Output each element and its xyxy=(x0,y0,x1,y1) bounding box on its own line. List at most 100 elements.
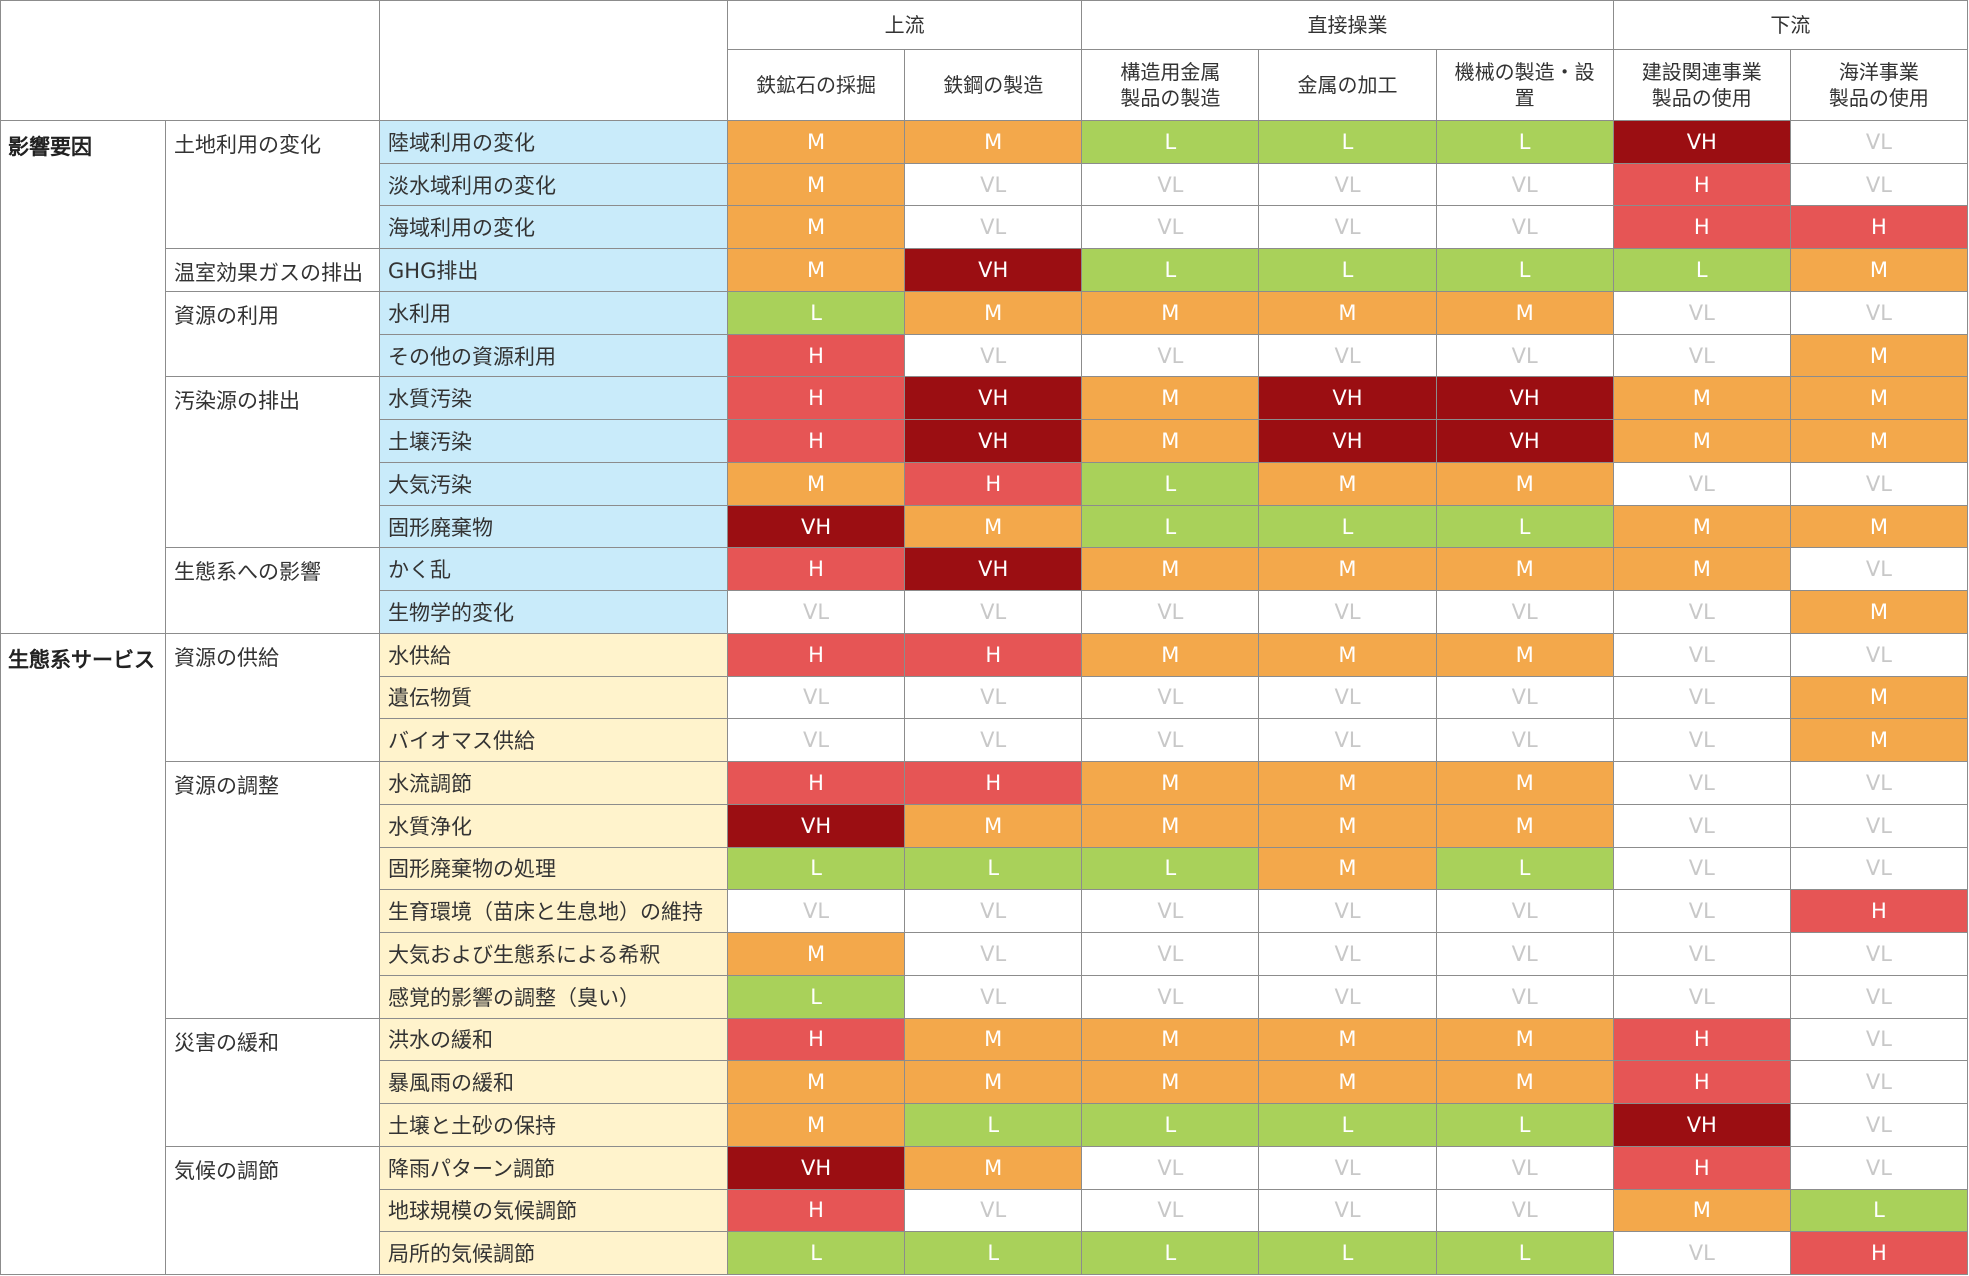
heatmap-cell: M xyxy=(1790,505,1968,549)
heatmap-cell: M xyxy=(728,249,906,292)
heatmap-cell: VL xyxy=(1259,975,1437,1019)
row-label: 生物学的変化 xyxy=(380,591,728,634)
heatmap-cell: H xyxy=(1613,1018,1791,1062)
heatmap-cell: M xyxy=(905,1146,1083,1190)
heatmap-cell: VH xyxy=(905,420,1083,463)
heatmap-cell: VL xyxy=(1082,719,1260,763)
heatmap-cell: VL xyxy=(728,676,906,720)
heatmap-cell: VL xyxy=(1082,206,1260,250)
heatmap-cell: VL xyxy=(1613,1232,1791,1275)
row-label: 局所的気候調節 xyxy=(380,1232,728,1275)
heatmap-cell: M xyxy=(728,1104,906,1147)
row-label: その他の資源利用 xyxy=(380,334,728,378)
heatmap-cell: VL xyxy=(1082,163,1260,207)
heatmap-cell: L xyxy=(728,975,906,1019)
heatmap-cell: L xyxy=(1259,1232,1437,1275)
heatmap-cell: L xyxy=(905,1104,1083,1147)
heatmap-cell: VL xyxy=(905,890,1083,934)
row-label: 大気汚染 xyxy=(380,462,728,506)
heatmap-cell: M xyxy=(1790,377,1968,421)
heatmap-cell: M xyxy=(728,462,906,506)
heatmap-cell: H xyxy=(1613,163,1791,207)
heatmap-cell: VL xyxy=(1082,975,1260,1019)
heatmap-cell: VL xyxy=(1259,206,1437,250)
heatmap-cell: VL xyxy=(1082,890,1260,934)
row-label: 遺伝物質 xyxy=(380,676,728,720)
heatmap-cell: VL xyxy=(1436,975,1614,1019)
heatmap-cell: M xyxy=(1436,762,1614,805)
group-label: 資源の利用 xyxy=(166,291,380,378)
heatmap-cell: M xyxy=(1436,462,1614,506)
heatmap-cell: VH xyxy=(1436,420,1614,463)
heatmap-cell: VL xyxy=(1790,762,1968,805)
heatmap-cell: L xyxy=(728,1232,906,1275)
heatmap-cell: H xyxy=(728,633,906,677)
heatmap-cell: VL xyxy=(1790,462,1968,506)
heatmap-cell: L xyxy=(728,847,906,891)
column-header: 機械の製造・設置 xyxy=(1436,50,1614,121)
heatmap-cell: H xyxy=(1790,1232,1968,1275)
heatmap-cell: VL xyxy=(905,163,1083,207)
heatmap-cell: VL xyxy=(1790,847,1968,891)
heatmap-cell: M xyxy=(1259,633,1437,677)
heatmap-cell: L xyxy=(1082,121,1260,164)
heatmap-cell: VL xyxy=(1436,591,1614,634)
heatmap-cell: VL xyxy=(905,1189,1083,1233)
heatmap-cell: VL xyxy=(1790,633,1968,677)
row-label: 水利用 xyxy=(380,291,728,335)
heatmap-cell: M xyxy=(1790,334,1968,378)
heatmap-cell: M xyxy=(1436,804,1614,848)
heatmap-cell: VL xyxy=(1082,676,1260,720)
header-blank-left xyxy=(0,0,380,121)
group-label: 資源の供給 xyxy=(166,633,380,763)
heatmap-cell: M xyxy=(905,121,1083,164)
heatmap-cell: VL xyxy=(905,591,1083,634)
heatmap-cell: VL xyxy=(1790,1104,1968,1147)
heatmap-cell: VH xyxy=(728,804,906,848)
heatmap-cell: VL xyxy=(1436,334,1614,378)
heatmap-cell: H xyxy=(1613,206,1791,250)
row-label: 暴風雨の緩和 xyxy=(380,1061,728,1105)
heatmap-cell: H xyxy=(1790,206,1968,250)
heatmap-cell: VL xyxy=(1790,121,1968,164)
heatmap-cell: VL xyxy=(905,975,1083,1019)
row-label: 降雨パターン調節 xyxy=(380,1146,728,1190)
heatmap-cell: VL xyxy=(1613,890,1791,934)
heatmap-cell: M xyxy=(728,163,906,207)
group-label: 資源の調整 xyxy=(166,762,380,1019)
heatmap-cell: VL xyxy=(905,676,1083,720)
row-label: GHG排出 xyxy=(380,249,728,292)
row-label: 感覚的影響の調整（臭い） xyxy=(380,975,728,1019)
heatmap-cell: VH xyxy=(905,377,1083,421)
heatmap-cell: VL xyxy=(1082,334,1260,378)
heatmap-cell: VL xyxy=(1613,676,1791,720)
heatmap-cell: L xyxy=(728,291,906,335)
heatmap-cell: VH xyxy=(1613,1104,1791,1147)
column-header: 海洋事業 製品の使用 xyxy=(1790,50,1968,121)
heatmap-cell: VL xyxy=(1436,1146,1614,1190)
heatmap-cell: L xyxy=(1436,249,1614,292)
heatmap-cell: L xyxy=(905,1232,1083,1275)
heatmap-cell: VL xyxy=(1436,163,1614,207)
heatmap-cell: M xyxy=(1790,676,1968,720)
group-label: 土地利用の変化 xyxy=(166,121,380,250)
heatmap-cell: M xyxy=(905,1061,1083,1105)
heatmap-cell: L xyxy=(1259,121,1437,164)
heatmap-cell: M xyxy=(1436,633,1614,677)
heatmap-cell: L xyxy=(1436,505,1614,549)
row-label: 水質汚染 xyxy=(380,377,728,421)
group-label: 汚染源の排出 xyxy=(166,377,380,549)
heatmap-cell: M xyxy=(1790,719,1968,763)
heatmap-cell: M xyxy=(1082,420,1260,463)
heatmap-cell: H xyxy=(728,1018,906,1062)
heatmap-cell: H xyxy=(728,762,906,805)
row-label: 海域利用の変化 xyxy=(380,206,728,250)
heatmap-cell: VH xyxy=(905,249,1083,292)
heatmap-cell: M xyxy=(1436,291,1614,335)
heatmap-cell: VL xyxy=(1613,762,1791,805)
heatmap-cell: L xyxy=(1082,847,1260,891)
row-label: 洪水の緩和 xyxy=(380,1018,728,1062)
heatmap-cell: L xyxy=(1436,847,1614,891)
heatmap-cell: L xyxy=(905,847,1083,891)
